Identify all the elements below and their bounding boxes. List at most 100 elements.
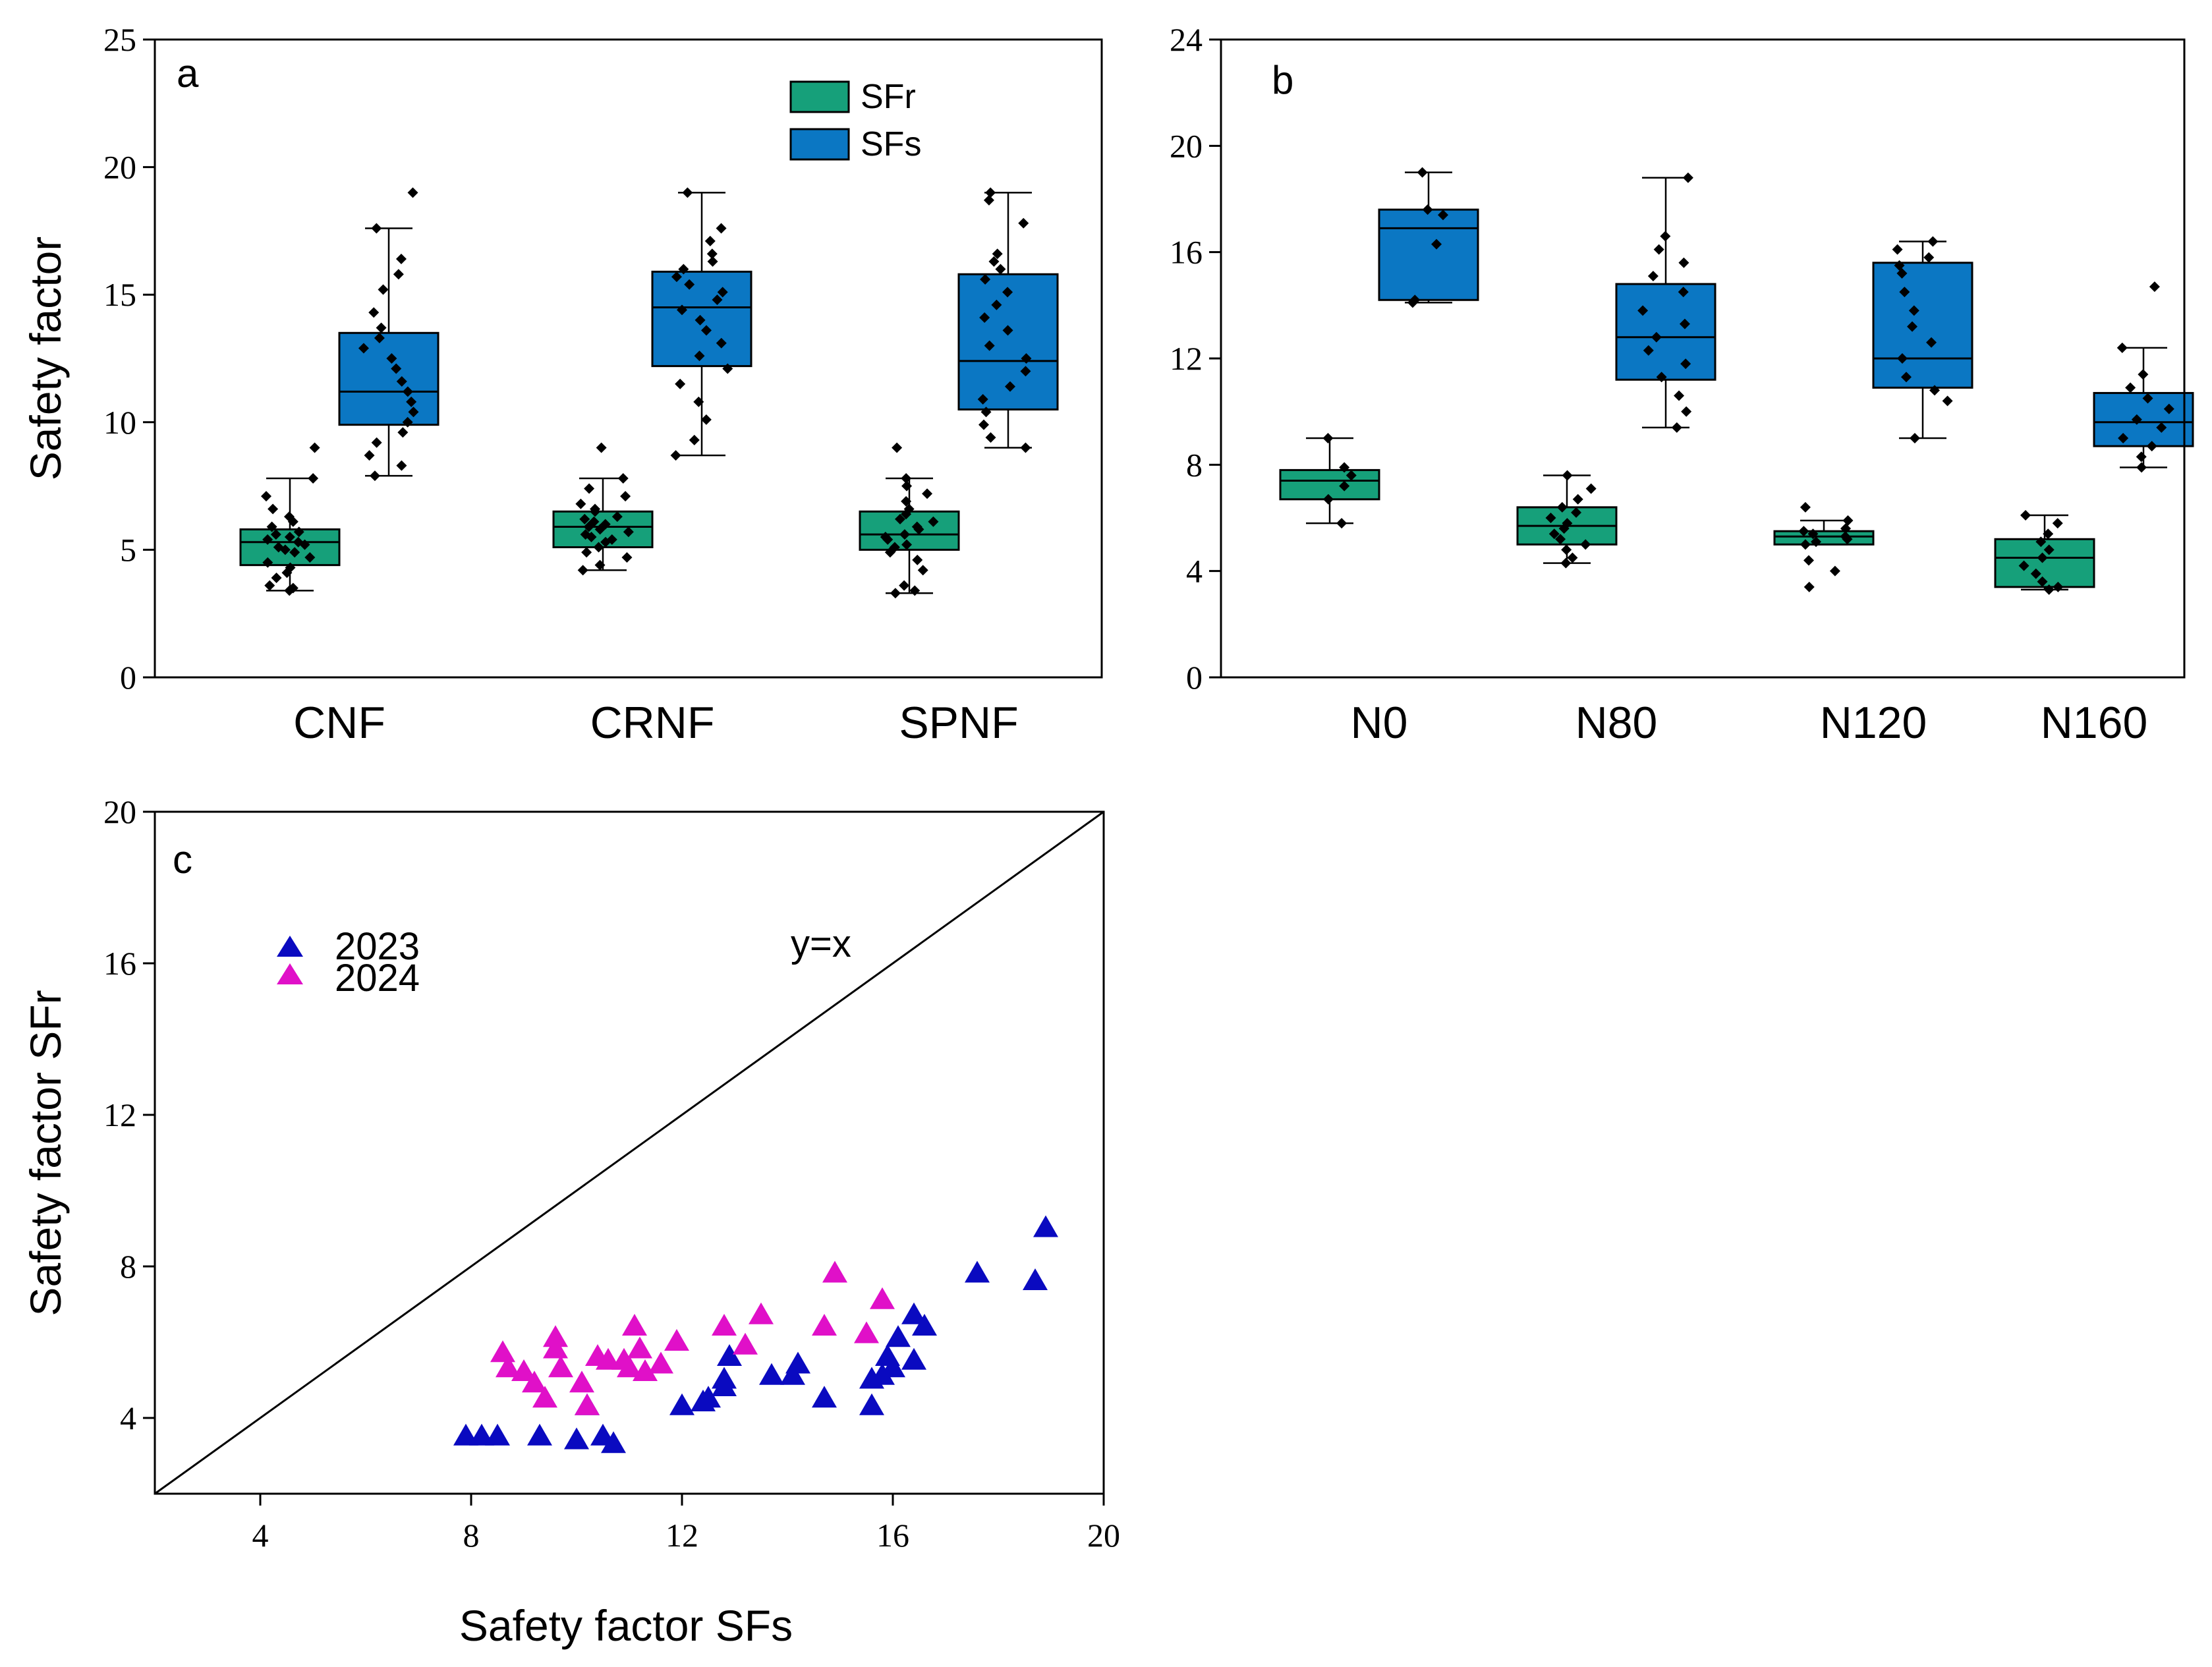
b-data-point: [2020, 509, 2031, 521]
c-x-tick-label: 8: [463, 1517, 480, 1554]
panel-a-marks: [239, 187, 1059, 599]
a-data-point: [621, 552, 633, 563]
a-data-point: [995, 264, 1006, 275]
panel-c: 4 8 12 16 20 4 8 12 16 20 c y=x Safety factor SFs…: [21, 793, 1120, 1650]
a-data-point: [580, 529, 591, 540]
b-data-point: [2142, 393, 2153, 404]
c-point-2024: [622, 1314, 647, 1336]
b-data-point: [1322, 433, 1334, 443]
b-data-point: [1892, 244, 1903, 255]
legend-label-2023: 2023: [335, 925, 420, 968]
a-data-point: [712, 294, 723, 305]
a-data-point: [371, 437, 382, 448]
b-data-point: [2053, 581, 2064, 592]
a-data-point: [264, 580, 275, 591]
b-data-point: [1431, 239, 1442, 250]
panel-b-categories: N0 N80 N120 N160: [1351, 698, 2148, 748]
b-data-point: [1909, 433, 1920, 443]
legend-swatch-sfr: [789, 80, 850, 113]
b-data-point: [1322, 494, 1334, 505]
a-data-point: [623, 526, 634, 538]
b-data-point: [2156, 422, 2167, 433]
a-data-point: [273, 542, 284, 553]
a-data-point: [689, 434, 700, 445]
a-data-point: [594, 559, 606, 571]
a-data-point: [577, 565, 588, 576]
b-category-label: N160: [2041, 698, 2148, 748]
a-data-point: [695, 314, 706, 325]
a-data-point: [396, 376, 407, 387]
a-data-point: [909, 585, 921, 596]
a-data-point: [984, 340, 995, 351]
a-data-point: [917, 565, 928, 576]
a-data-point: [901, 539, 913, 550]
a-data-point: [369, 470, 380, 482]
b-data-point: [1840, 523, 1852, 534]
a-data-point: [262, 534, 273, 545]
c-point-2023: [1023, 1268, 1048, 1290]
b-data-point: [2037, 576, 2048, 587]
b-data-point: [1643, 345, 1654, 356]
b-box-sfs: [1378, 208, 1479, 301]
a-data-point: [700, 325, 712, 336]
a-data-point: [922, 488, 933, 499]
a-data-point: [1020, 442, 1031, 453]
a-data-point: [677, 304, 688, 316]
a-data-point: [901, 495, 912, 507]
c-point-2023: [812, 1386, 837, 1408]
panel-c-legend: 2023 2024: [277, 925, 420, 1000]
b-data-point: [1900, 372, 1912, 383]
a-category-label: CNF: [293, 698, 385, 748]
c-x-tick-label: 4: [252, 1517, 269, 1554]
b-data-point: [1560, 557, 1572, 569]
panel-a-frame: [154, 38, 1103, 679]
b-data-point: [2043, 584, 2055, 595]
b-data-point: [1807, 528, 1819, 540]
a-data-point: [678, 264, 689, 275]
a-data-point: [890, 588, 901, 599]
a-data-point: [596, 442, 607, 453]
a-data-point: [590, 503, 601, 515]
b-data-point: [1926, 337, 1937, 348]
a-data-point: [287, 582, 298, 594]
c-y-tick-label: 4: [120, 1399, 136, 1436]
c-point-2024: [496, 1355, 521, 1378]
a-data-point: [988, 256, 1000, 267]
b-data-point: [1572, 494, 1583, 505]
b-data-point: [2138, 369, 2149, 380]
c-point-2024: [511, 1359, 536, 1381]
b-data-point: [1894, 260, 1905, 271]
a-data-point: [979, 312, 990, 324]
a-data-point: [892, 442, 903, 453]
panel-b-letter: b: [1272, 58, 1293, 102]
c-point-2024: [633, 1359, 658, 1381]
a-data-point: [402, 386, 413, 397]
a-data-point: [588, 516, 600, 527]
a-data-point: [722, 363, 733, 374]
a-data-point: [581, 547, 592, 558]
b-data-point: [1800, 501, 1811, 513]
c-point-2023: [901, 1302, 926, 1324]
a-data-point: [707, 256, 718, 267]
c-point-2024: [522, 1370, 547, 1393]
panel-c-frame: [154, 810, 1105, 1495]
b-data-point: [2043, 544, 2055, 555]
a-data-point: [1018, 217, 1029, 229]
b-box-sfs: [1615, 283, 1716, 381]
a-data-point: [611, 511, 623, 523]
a-data-point: [393, 269, 404, 280]
a-data-point: [899, 529, 910, 540]
a-data-point: [992, 248, 1003, 260]
b-data-point: [1571, 507, 1582, 518]
b-data-point: [1798, 526, 1809, 537]
c-point-2024: [569, 1370, 594, 1393]
a-data-point: [978, 419, 989, 430]
b-y-tick-label: 16: [1170, 234, 1203, 271]
legend-label-sfr: SFr: [861, 78, 916, 116]
a-data-point: [268, 503, 279, 515]
c-point-2023: [527, 1423, 552, 1446]
a-data-point: [396, 460, 407, 471]
b-data-point: [1651, 331, 1662, 343]
b-data-point: [1927, 236, 1939, 247]
